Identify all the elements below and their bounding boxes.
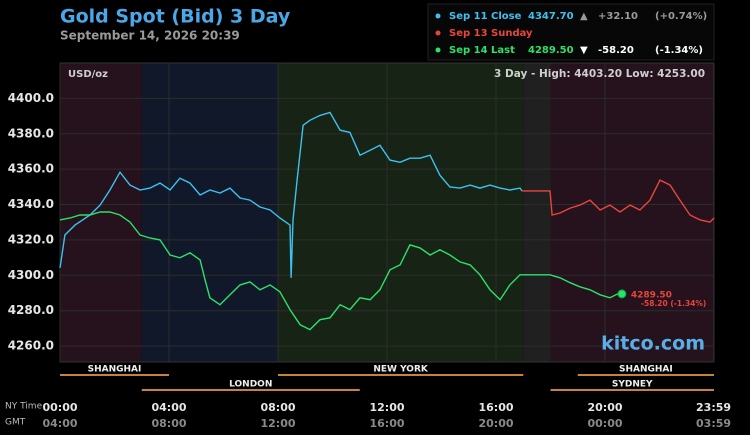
legend-label: Sep 14 Last bbox=[449, 45, 515, 56]
y-tick-label: 4320.0 bbox=[8, 232, 54, 246]
legend-value: (-1.34%) bbox=[655, 45, 703, 56]
x-tick-label-gmt: 20:00 bbox=[478, 417, 513, 430]
session-label: SYDNEY bbox=[612, 380, 653, 390]
x-tick-label: 16:00 bbox=[478, 401, 513, 414]
series-line bbox=[59, 211, 623, 331]
y-tick-label: 4260.0 bbox=[8, 339, 54, 353]
unit-label: USD/oz bbox=[68, 69, 108, 80]
y-tick-label: 4340.0 bbox=[8, 197, 54, 211]
legend-value: ▼ bbox=[580, 45, 588, 56]
legend-marker bbox=[435, 47, 441, 53]
legend-marker bbox=[435, 30, 441, 36]
legend-box bbox=[427, 3, 715, 61]
x-tick-label: 23:59 bbox=[696, 401, 731, 414]
x-tick-label-gmt: 00:00 bbox=[587, 417, 622, 430]
range-label: 3 Day - High: 4403.20 Low: 4253.00 bbox=[494, 68, 705, 80]
legend-value: -58.20 bbox=[598, 45, 634, 56]
legend-label: Sep 11 Close bbox=[449, 11, 522, 22]
session-label: SHANGHAI bbox=[619, 365, 673, 375]
legend-value: 4347.70 bbox=[528, 11, 574, 22]
y-tick-label: 4300.0 bbox=[8, 268, 54, 282]
legend-label: Sep 13 Sunday bbox=[449, 28, 533, 39]
watermark: kitco.com bbox=[601, 333, 705, 355]
x-tick-label-gmt: 04:00 bbox=[42, 417, 77, 430]
session-shade bbox=[278, 63, 524, 362]
session-shade bbox=[550, 63, 714, 362]
session-label: LONDON bbox=[229, 380, 272, 390]
x-tick-label-gmt: 12:00 bbox=[260, 417, 295, 430]
x-tick-label: 20:00 bbox=[587, 401, 622, 414]
x-tick-label-gmt: 16:00 bbox=[369, 417, 404, 430]
x-tick-label: 08:00 bbox=[260, 401, 295, 414]
series-line bbox=[521, 179, 715, 223]
session-label: SHANGHAI bbox=[88, 365, 142, 375]
last-change-label: -58.20 (-1.34%) bbox=[641, 299, 706, 308]
y-tick-label: 4400.0 bbox=[8, 91, 54, 105]
x-axis-label: GMT bbox=[5, 418, 26, 428]
last-point bbox=[617, 289, 627, 299]
y-tick-label: 4380.0 bbox=[8, 126, 54, 140]
y-tick-label: 4280.0 bbox=[8, 303, 54, 317]
session-shade bbox=[523, 63, 551, 362]
session-shade bbox=[141, 63, 278, 362]
y-tick-label: 4360.0 bbox=[8, 162, 54, 176]
legend-value: (+0.74%) bbox=[655, 11, 707, 22]
series-line bbox=[59, 111, 523, 278]
session-label: NEW YORK bbox=[373, 365, 429, 375]
x-tick-label-gmt: 03:59 bbox=[696, 417, 731, 430]
last-value-label: 4289.50 bbox=[631, 290, 672, 300]
legend-value: 4289.50 bbox=[528, 45, 574, 56]
chart-title: Gold Spot (Bid) 3 Day bbox=[60, 6, 291, 28]
x-tick-label: 00:00 bbox=[42, 401, 77, 414]
x-tick-label: 12:00 bbox=[369, 401, 404, 414]
chart-subtitle: September 14, 2026 20:39 bbox=[60, 29, 240, 43]
legend-value: ▲ bbox=[580, 11, 588, 22]
x-tick-label: 04:00 bbox=[151, 401, 186, 414]
legend-marker bbox=[435, 13, 441, 19]
x-axis-label: NY Time bbox=[5, 402, 43, 412]
x-tick-label-gmt: 08:00 bbox=[151, 417, 186, 430]
legend-value: +32.10 bbox=[598, 11, 638, 22]
